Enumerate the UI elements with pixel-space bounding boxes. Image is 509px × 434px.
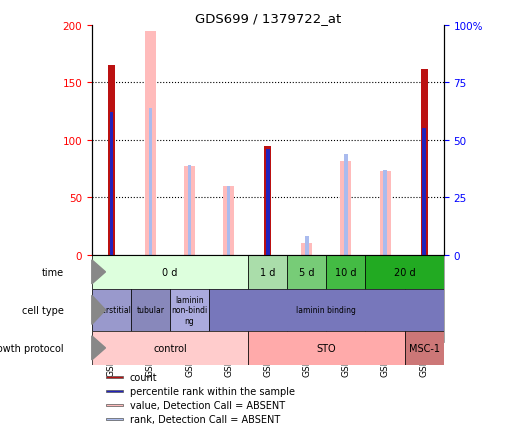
Bar	[131, 255, 169, 342]
Bar	[209, 255, 248, 342]
Text: MSC-1: MSC-1	[408, 343, 439, 353]
Bar	[92, 331, 248, 365]
Bar	[326, 255, 365, 289]
Bar	[106, 404, 123, 406]
Text: interstitial: interstitial	[91, 306, 131, 315]
Bar	[304, 237, 308, 255]
Bar	[106, 376, 123, 378]
Bar	[131, 289, 169, 331]
Bar	[287, 255, 326, 289]
Text: tubular: tubular	[136, 306, 164, 315]
Text: 0 d: 0 d	[162, 267, 177, 277]
Bar	[248, 255, 287, 342]
Polygon shape	[92, 336, 105, 360]
Bar	[169, 255, 209, 342]
Bar	[304, 237, 308, 255]
Bar	[326, 255, 365, 342]
Text: growth protocol: growth protocol	[0, 343, 64, 353]
Bar	[106, 418, 123, 421]
Bar	[209, 289, 443, 331]
Bar	[266, 150, 269, 255]
Bar	[92, 289, 131, 331]
Text: 1 d: 1 d	[260, 267, 275, 277]
Text: percentile rank within the sample: percentile rank within the sample	[130, 386, 294, 396]
Bar	[264, 146, 271, 255]
Text: cell type: cell type	[22, 305, 64, 315]
Bar	[149, 108, 152, 255]
Text: STO: STO	[316, 343, 335, 353]
Bar	[223, 186, 234, 255]
Bar	[92, 255, 248, 289]
Bar	[248, 255, 287, 289]
Bar	[344, 154, 347, 255]
Text: count: count	[130, 372, 157, 382]
Bar	[421, 129, 425, 255]
Bar	[184, 167, 194, 255]
Text: laminin binding: laminin binding	[296, 306, 356, 315]
Text: 10 d: 10 d	[334, 267, 356, 277]
Polygon shape	[92, 260, 105, 284]
Text: control: control	[153, 343, 186, 353]
Text: 5 d: 5 d	[298, 267, 314, 277]
Bar	[404, 255, 443, 342]
Bar	[287, 255, 326, 342]
Bar	[248, 331, 404, 365]
Bar	[365, 255, 404, 342]
Bar	[227, 186, 230, 255]
Text: value, Detection Call = ABSENT: value, Detection Call = ABSENT	[130, 400, 285, 410]
Bar	[107, 66, 115, 255]
Text: rank, Detection Call = ABSENT: rank, Detection Call = ABSENT	[130, 414, 279, 424]
Text: time: time	[41, 267, 64, 277]
Bar	[106, 390, 123, 392]
Bar	[340, 161, 351, 255]
Polygon shape	[92, 296, 105, 325]
Bar	[109, 113, 113, 255]
Bar	[365, 255, 443, 289]
Title: GDS699 / 1379722_at: GDS699 / 1379722_at	[194, 12, 340, 25]
Bar	[169, 289, 209, 331]
Bar	[187, 166, 191, 255]
Text: 20 d: 20 d	[393, 267, 415, 277]
Bar	[383, 170, 386, 255]
Bar	[301, 243, 312, 255]
Bar	[420, 69, 427, 255]
Bar	[379, 171, 390, 255]
Bar	[404, 331, 443, 365]
Text: laminin
non-bindi
ng: laminin non-bindi ng	[171, 295, 207, 325]
Bar	[92, 255, 131, 342]
Bar	[145, 32, 156, 255]
